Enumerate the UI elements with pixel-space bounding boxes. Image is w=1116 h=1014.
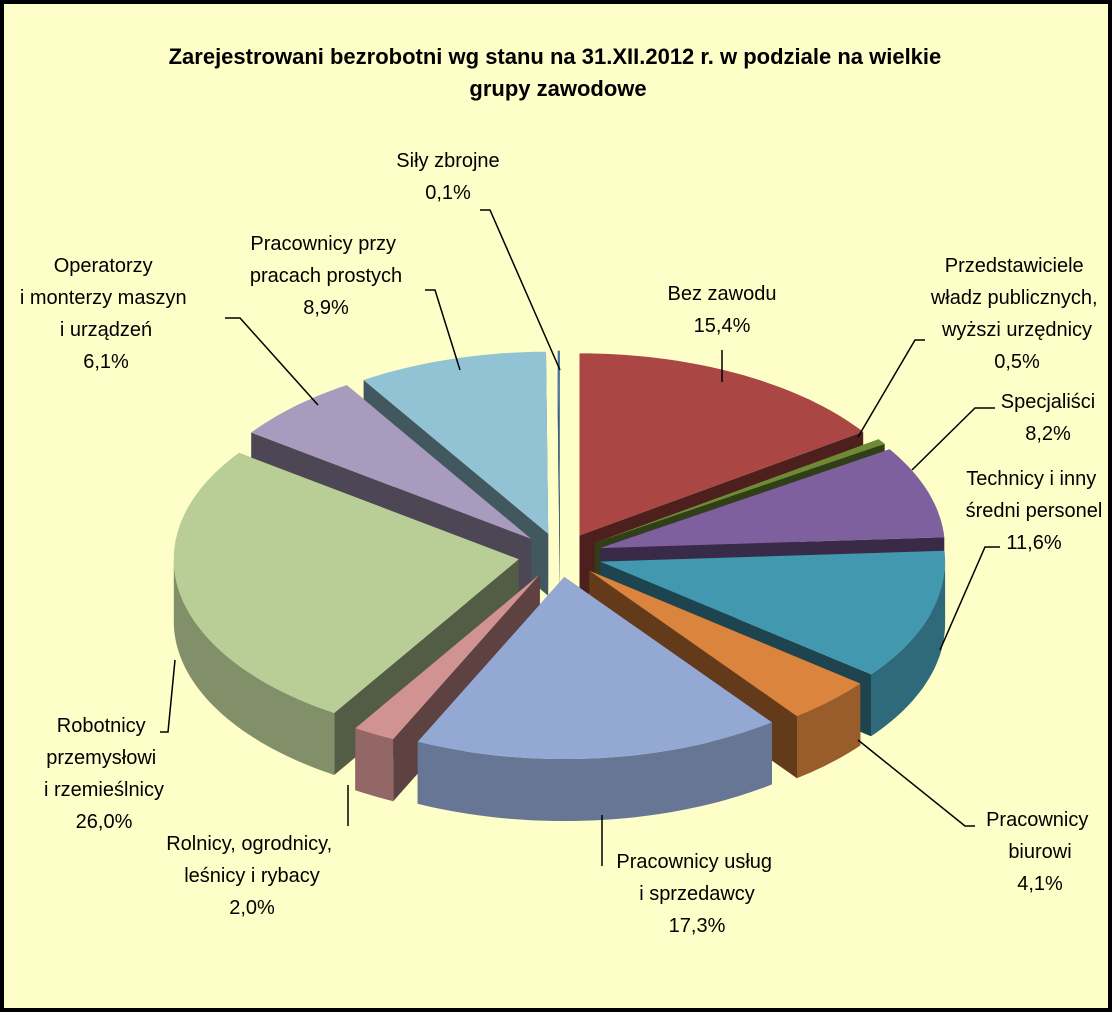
slice-wall	[797, 683, 861, 779]
slice-label: Pracownicy biurowi	[986, 809, 1094, 863]
slice-label: Pracownicy przy pracach prostych	[250, 233, 402, 287]
slice-label: Pracownicy usług i sprzedawcy	[616, 851, 777, 905]
pie	[173, 350, 946, 821]
slice-label: Rolnicy, ogrodnicy, leśnicy i rybacy	[166, 833, 338, 887]
slice-label: Operatorzy i monterzy maszyn i urządzeń	[20, 255, 192, 341]
value-label: 26,0%	[76, 811, 133, 833]
value-label: 11,6%	[1006, 532, 1061, 554]
value-label: 6,1%	[83, 351, 129, 373]
leader-line	[225, 317, 319, 406]
value-label: 8,2%	[1025, 423, 1071, 445]
leader-line	[480, 209, 561, 371]
value-label: 0,5%	[994, 351, 1040, 373]
slice	[600, 550, 946, 675]
slice-label: Siły zbrojne	[396, 150, 499, 172]
slice-side	[355, 574, 540, 791]
slice-wall	[173, 559, 335, 775]
value-label: 15,4%	[694, 315, 751, 337]
slice	[417, 577, 772, 759]
value-label: 0,1%	[425, 182, 471, 204]
slice	[579, 353, 864, 536]
slice-side	[557, 350, 560, 595]
value-label: 2,0%	[229, 897, 275, 919]
slice-label: Bez zawodu	[668, 283, 777, 305]
leader-line	[911, 407, 995, 471]
value-label: 17,3%	[669, 915, 726, 937]
chart-title: Zarejestrowani bezrobotni wg stanu na 31…	[169, 44, 948, 101]
value-label: 4,1%	[1017, 873, 1063, 895]
slice-wall	[355, 728, 394, 802]
slice-label: Przedstawiciele władz publicznych, wyższ…	[930, 255, 1103, 341]
value-label: 8,9%	[303, 297, 349, 319]
slice	[251, 385, 532, 539]
leader-line	[425, 289, 461, 371]
slice-wall	[871, 561, 946, 737]
leader-line	[857, 339, 925, 438]
slice	[594, 439, 885, 543]
slice-label: Specjaliści	[1001, 391, 1095, 413]
slice-label: Technicy i inny średni personel	[966, 468, 1103, 522]
slice	[599, 449, 945, 549]
slice	[589, 570, 861, 717]
slice	[557, 350, 560, 533]
leader-line	[939, 546, 1000, 651]
slice	[173, 452, 519, 713]
slice-wall	[417, 722, 772, 821]
slice-label: Robotnicy przemysłowi i rzemieślnicy	[44, 715, 164, 801]
slice	[355, 574, 540, 740]
leader-line	[160, 659, 176, 733]
slice	[363, 351, 549, 534]
leader-line	[857, 739, 975, 827]
